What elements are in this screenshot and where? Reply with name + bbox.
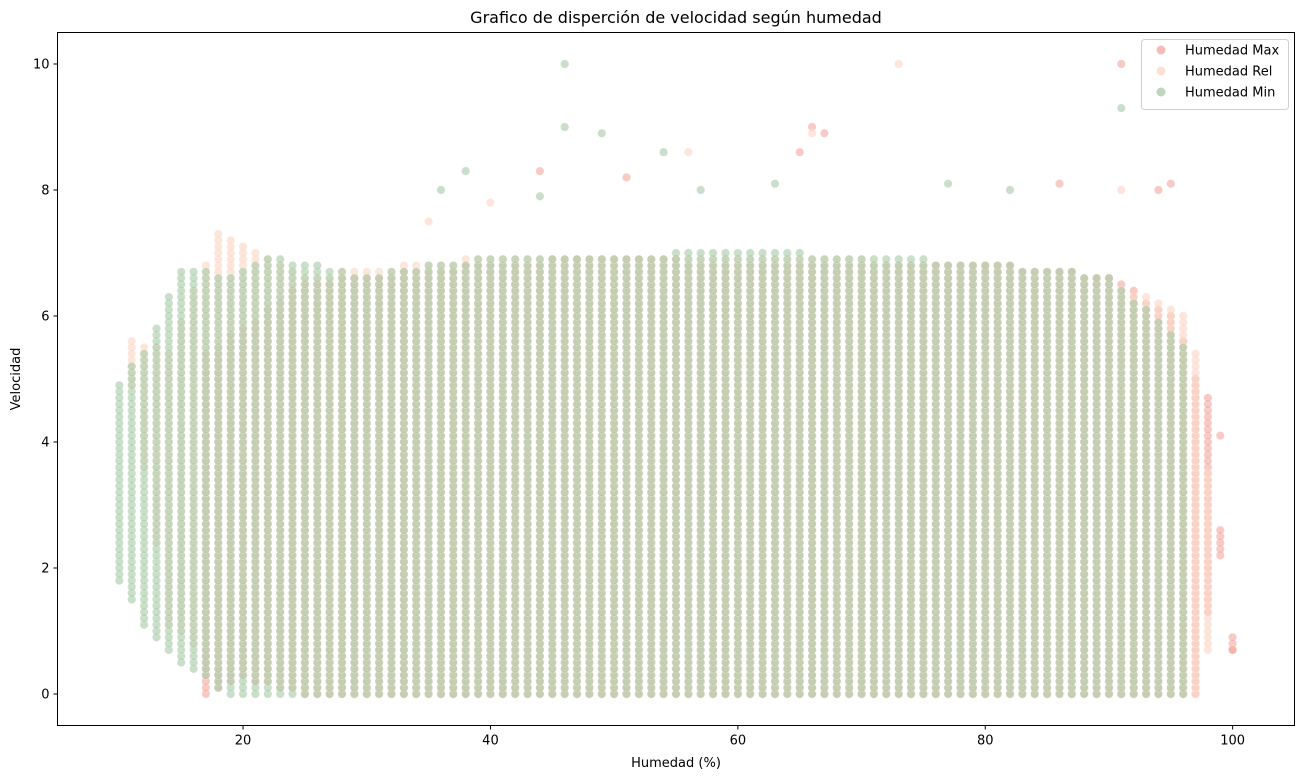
plot-points (114, 59, 1238, 699)
chart-title: Grafico de disperción de velocidad según… (470, 8, 882, 27)
